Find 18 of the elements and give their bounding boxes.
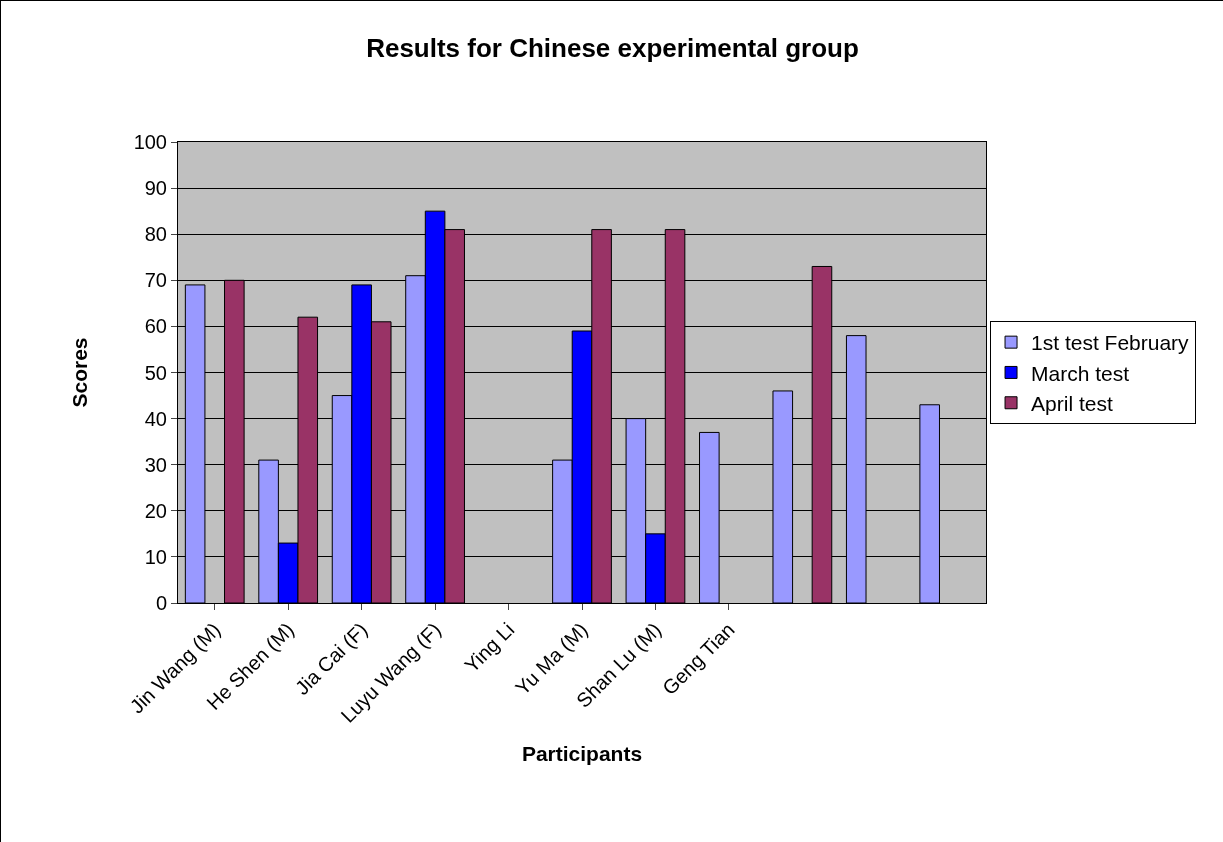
y-tick-label: 60 [144,315,167,338]
y-tick-label: 40 [144,407,167,430]
y-tick-label: 10 [144,545,167,568]
x-axis-title: Participants [521,742,643,766]
legend-label: March test [1031,361,1130,385]
legend-label: 1st test February [1031,331,1190,355]
y-tick-label: 90 [144,177,167,200]
y-tick-label: 70 [144,269,167,292]
y-tick-label: 100 [133,131,167,153]
y-tick-label: 80 [144,223,167,246]
legend-label: April test [1031,391,1113,415]
y-tick-label: 20 [144,499,167,522]
chart-title: Results for Chinese experimental group [366,33,859,64]
y-axis-title: Scores [67,337,91,408]
y-tick-label: 30 [144,453,167,476]
y-tick-label: 50 [144,361,167,384]
x-tick-label: Ying Li [460,618,519,677]
y-tick-label: 0 [155,592,167,614]
